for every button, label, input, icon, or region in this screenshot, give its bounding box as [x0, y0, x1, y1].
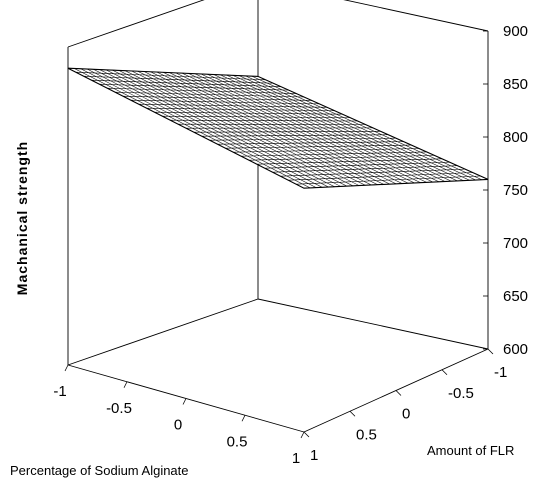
z-tick-label: 750 — [503, 182, 528, 199]
y-tick-mark — [441, 369, 448, 376]
top-edge-left — [67, 0, 205, 48]
floor-edge-back-x — [257, 298, 489, 350]
top-edge-right — [343, 0, 489, 32]
z-axis-title: Machanical strength — [14, 141, 30, 295]
y-tick-label: 0 — [402, 406, 410, 423]
x-tick-mark — [123, 381, 128, 388]
y-tick-label: 0.5 — [356, 426, 377, 443]
x-tick-mark — [300, 431, 305, 439]
x-tick-label: 1 — [292, 450, 300, 467]
mesh-line-x — [288, 172, 473, 181]
mesh-line-y — [257, 76, 489, 180]
mesh-line-y — [226, 74, 458, 182]
x-tick-mark — [64, 364, 69, 372]
mesh-line-y — [245, 75, 476, 181]
mesh-line-x — [296, 175, 481, 185]
y-tick-mark — [349, 410, 356, 417]
x-tick-label: -1 — [53, 383, 66, 400]
x-axis-title: Percentage of Sodium Alginate — [10, 463, 189, 478]
mesh-line-x — [303, 179, 489, 189]
mesh-line-x — [280, 168, 466, 177]
mesh-line-y — [251, 75, 482, 180]
z-tick-label: 900 — [503, 23, 528, 40]
y-tick-mark — [395, 390, 402, 396]
x-tick-label: 0.5 — [227, 433, 248, 450]
mesh-line-x — [272, 165, 458, 173]
x-tick-label: -0.5 — [106, 400, 132, 417]
axis-box — [67, 0, 489, 433]
y-tick-label: -1 — [494, 364, 507, 381]
z-tick-labels: 600 650 700 750 800 850 900 — [503, 23, 528, 358]
y-tick-mark — [303, 431, 310, 438]
z-tick-label: 600 — [503, 341, 528, 358]
mesh-line-y — [232, 75, 464, 181]
y-tick-label: -0.5 — [448, 385, 474, 402]
z-tick-label: 700 — [503, 235, 528, 252]
y-tick-labels: -1 -0.5 0 0.5 1 — [310, 364, 507, 464]
z-tick-label: 850 — [503, 76, 528, 93]
y-axis-title: Amount of FLR — [427, 443, 514, 458]
x-tick-mark — [241, 415, 246, 422]
y-tick-mark — [487, 348, 494, 355]
z-tick-label: 800 — [503, 129, 528, 146]
y-tick-label: 1 — [310, 447, 318, 464]
tick-marks — [64, 30, 494, 439]
x-tick-mark — [182, 398, 187, 405]
surface-mesh — [67, 67, 489, 189]
floor-edge-back-y — [67, 298, 259, 366]
mesh-line-y — [238, 75, 470, 181]
x-tick-label: 0 — [174, 417, 182, 434]
x-tick-labels: -1 -0.5 0 0.5 1 — [53, 383, 300, 467]
z-tick-label: 650 — [503, 288, 528, 305]
